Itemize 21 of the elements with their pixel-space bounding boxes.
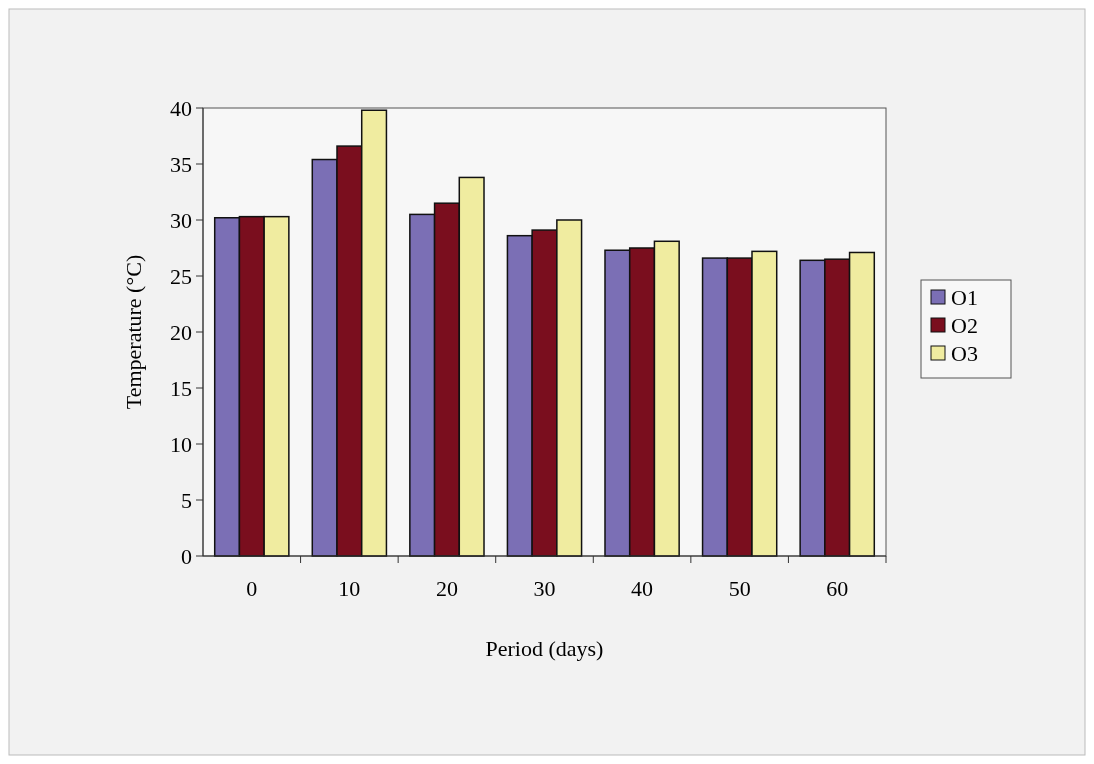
y-tick-label: 35 [170,151,192,177]
legend-label: O2 [951,312,978,338]
x-tick-label: 60 [826,576,849,601]
x-tick-label: 30 [533,576,556,601]
x-tick-label: 20 [435,576,458,601]
y-tick-label: 40 [170,95,192,121]
y-tick-label: 5 [181,487,192,513]
x-axis-title: Period (days) [485,636,604,661]
y-tick-label: 10 [170,431,192,457]
x-tick-label: 10 [338,576,361,601]
x-tick-label: 0 [246,576,258,601]
y-tick-label: 0 [181,543,192,569]
y-tick-label: 25 [170,263,192,289]
y-axis-title: Temperature (°C) [121,254,146,410]
y-tick-label: 30 [170,207,192,233]
legend-label: O1 [951,284,978,310]
legend-label: O3 [951,340,978,366]
x-tick-label: 50 [728,576,751,601]
x-tick-label: 40 [631,576,654,601]
y-tick-label: 15 [170,375,192,401]
y-tick-label: 20 [170,319,192,345]
